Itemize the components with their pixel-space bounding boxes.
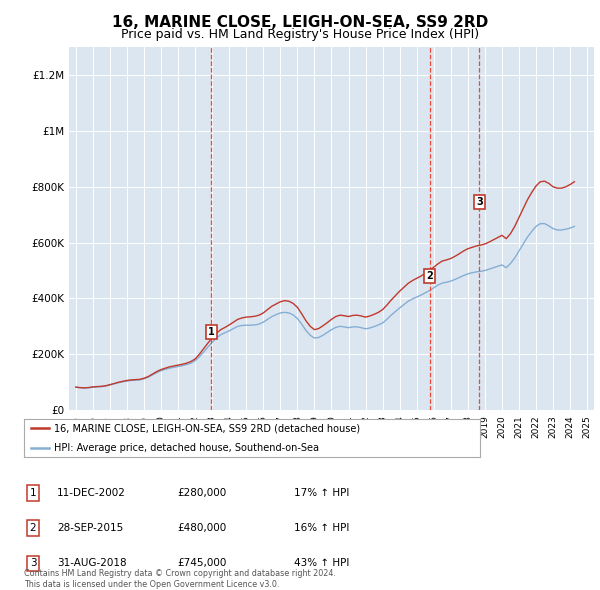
Text: 11-DEC-2002: 11-DEC-2002 [57,488,126,497]
Text: 1: 1 [29,488,37,497]
Text: 31-AUG-2018: 31-AUG-2018 [57,559,127,568]
Text: 16% ↑ HPI: 16% ↑ HPI [294,523,349,533]
Text: 2: 2 [29,523,37,533]
Text: 17% ↑ HPI: 17% ↑ HPI [294,488,349,497]
Text: 3: 3 [29,559,37,568]
Text: HPI: Average price, detached house, Southend-on-Sea: HPI: Average price, detached house, Sout… [53,442,319,453]
Text: 2: 2 [426,271,433,281]
Text: 43% ↑ HPI: 43% ↑ HPI [294,559,349,568]
Text: £745,000: £745,000 [177,559,226,568]
Text: £280,000: £280,000 [177,488,226,497]
Text: Contains HM Land Registry data © Crown copyright and database right 2024.
This d: Contains HM Land Registry data © Crown c… [24,569,336,589]
Text: 3: 3 [476,197,482,207]
Text: Price paid vs. HM Land Registry's House Price Index (HPI): Price paid vs. HM Land Registry's House … [121,28,479,41]
Text: 1: 1 [208,327,215,337]
Text: 16, MARINE CLOSE, LEIGH-ON-SEA, SS9 2RD (detached house): 16, MARINE CLOSE, LEIGH-ON-SEA, SS9 2RD … [53,424,360,434]
Text: 28-SEP-2015: 28-SEP-2015 [57,523,123,533]
Text: 16, MARINE CLOSE, LEIGH-ON-SEA, SS9 2RD: 16, MARINE CLOSE, LEIGH-ON-SEA, SS9 2RD [112,15,488,30]
Text: £480,000: £480,000 [177,523,226,533]
